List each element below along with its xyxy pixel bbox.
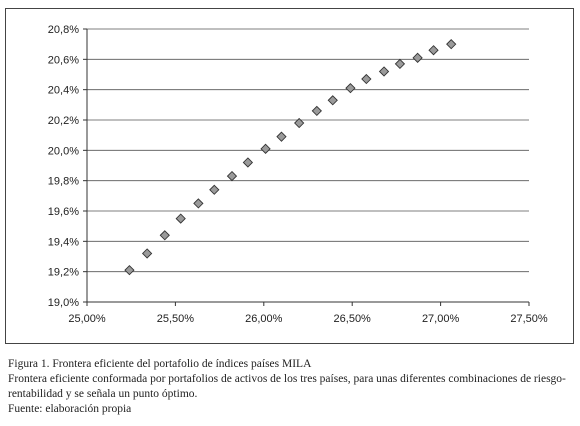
y-tick-label: 20,4% <box>48 85 79 97</box>
data-point <box>175 213 186 224</box>
y-tick-label: 20,0% <box>48 145 79 157</box>
data-point <box>276 131 287 142</box>
data-point <box>242 157 254 168</box>
y-tick-label: 20,6% <box>48 54 79 66</box>
data-point <box>446 39 457 50</box>
y-tick-label: 20,2% <box>48 115 79 127</box>
data-point <box>311 105 322 117</box>
data-point <box>428 45 439 56</box>
x-tick-label: 27,50% <box>510 313 548 325</box>
data-points <box>124 39 457 276</box>
y-tick-label: 19,8% <box>48 176 79 188</box>
figure-source: Fuente: elaboración propia <box>8 403 132 415</box>
y-tick-label: 20,8% <box>48 24 79 36</box>
y-tick-label: 19,0% <box>48 297 79 309</box>
y-tick-label: 19,4% <box>48 236 79 248</box>
data-point <box>209 184 220 195</box>
x-tick-label: 25,50% <box>157 313 195 325</box>
figure-description-line1: Frontera eficiente conformada por portaf… <box>8 373 566 385</box>
chart-frame: 19,0% 19,2% 19,4% 19,6% 19,8% 20,0% 20,2% 20,4%… <box>5 8 574 344</box>
data-point <box>193 198 204 209</box>
data-point <box>294 117 305 129</box>
data-point <box>394 58 406 70</box>
data-point <box>159 230 170 241</box>
figure-title: Figura 1. Frontera eficiente del portafo… <box>8 358 312 370</box>
data-point <box>412 52 423 63</box>
data-point <box>226 170 238 182</box>
y-tick-label: 19,2% <box>48 267 79 279</box>
x-tick-label: 26,00% <box>245 313 283 325</box>
gridlines <box>87 28 529 273</box>
scatter-chart: 19,0% 19,2% 19,4% 19,6% 19,8% 20,0% 20,2% 20,4%… <box>48 24 548 325</box>
data-point <box>345 83 356 94</box>
x-tick-label: 25,00% <box>68 313 106 325</box>
data-point <box>260 143 271 154</box>
data-point <box>378 66 390 77</box>
data-point <box>361 73 372 85</box>
y-tick-label: 19,6% <box>48 206 79 218</box>
figure-description-line2: rentabilidad y se señala un punto óptimo… <box>8 388 198 400</box>
axes <box>83 28 530 306</box>
data-point <box>124 265 135 276</box>
x-tick-labels: 25,00% 25,50% 26,00% 26,50% 27,00% 27,50% <box>68 313 548 325</box>
data-point <box>327 95 338 106</box>
x-tick-label: 26,50% <box>334 313 372 325</box>
data-point <box>141 248 153 259</box>
y-tick-labels: 19,0% 19,2% 19,4% 19,6% 19,8% 20,0% 20,2% 20,4%… <box>48 24 79 309</box>
x-tick-label: 27,00% <box>422 313 460 325</box>
